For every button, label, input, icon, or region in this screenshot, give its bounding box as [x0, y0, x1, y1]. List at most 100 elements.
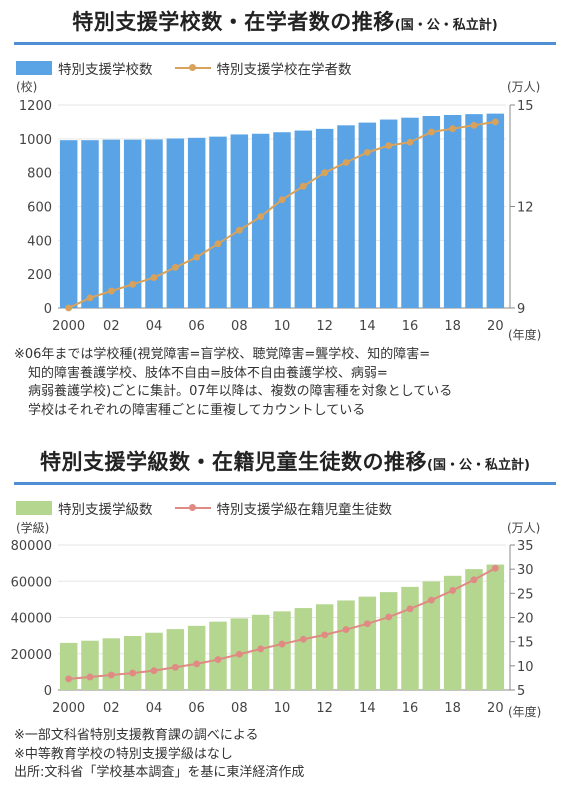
x-tick-label: 18: [444, 701, 461, 716]
line-point: [214, 656, 222, 663]
line-point: [406, 138, 414, 146]
line-point: [321, 631, 329, 639]
right-tick-label: 20: [517, 612, 534, 627]
bar: [379, 119, 398, 308]
x-tick-label: 12: [316, 319, 333, 334]
chart1-note-line: 病弱養護学校)ごとに集計。07年以降は、複数の障害種を対象としている: [28, 384, 453, 399]
x-tick-label: 14: [359, 701, 376, 716]
chart2-note-line: 出所:文科省「学校基本調査」を基に東洋経済作成: [14, 765, 305, 780]
left-tick-label: 800: [27, 167, 52, 182]
x-tick-label: 06: [188, 319, 205, 334]
right-tick-label: 10: [517, 660, 534, 675]
chart2-plot: (学級) (万人) (年度) 0 20000 40000 60000 80000 5 10 1…: [11, 520, 542, 719]
bar: [59, 140, 78, 308]
line-point: [449, 587, 457, 594]
left-tick-label: 1000: [19, 133, 52, 148]
chart2-note-line: ※中等教育学校の特別支援学級はなし: [14, 746, 233, 762]
bar: [486, 113, 505, 308]
bar: [401, 117, 419, 308]
right-tick-label: 35: [517, 539, 534, 554]
x-tick-label: 04: [146, 701, 163, 716]
chart1-legend: 特別支援学校数 特別支援学校在学者数: [16, 58, 352, 78]
x-tick-label: 14: [359, 319, 376, 334]
line-point: [171, 663, 179, 671]
line-point: [299, 182, 307, 190]
left-tick-label: 0: [44, 302, 52, 317]
bar: [465, 569, 483, 690]
bar: [166, 138, 185, 308]
bar: [422, 581, 441, 690]
chart1-notes: ※06年までは学校種(視覚障害=盲学校、聴覚障害=聾学校、知的障害= 知的障害養…: [14, 346, 452, 420]
line-point: [257, 213, 265, 221]
chart1-legend-line-swatch: [174, 61, 211, 75]
chart1-title-main: 特別支援学校数・在学者数の推移: [72, 10, 395, 34]
bar: [358, 596, 377, 690]
line-point: [65, 675, 73, 683]
line-point: [107, 671, 115, 679]
right-tick-label: 15: [517, 636, 534, 651]
bar: [273, 132, 291, 308]
bar: [315, 128, 334, 308]
chart2-title-sub: (国・公・私立計): [427, 458, 530, 473]
chart1-note-line: 学校はそれぞれの障害種ごとに重複してカウントしている: [28, 402, 366, 418]
right-tick-label: 30: [517, 563, 534, 578]
x-tick-label: 20: [487, 319, 504, 334]
bar: [358, 122, 377, 308]
chart1-legend-bar-swatch: [16, 61, 52, 75]
chart2-legend: 特別支援学級数 特別支援学級在籍児童生徒数: [16, 498, 392, 518]
bar: [166, 629, 185, 690]
bar: [102, 139, 121, 308]
chart2-legend-line-swatch: [174, 501, 211, 515]
chart2-notes: ※一部文科省特別支援教育課の調べによる ※中等教育学校の特別支援学級はなし 出所…: [14, 727, 304, 783]
line-point: [278, 196, 286, 204]
bar: [422, 115, 441, 308]
right-tick-label: 5: [517, 684, 525, 699]
bar: [123, 139, 142, 308]
x-tick-label: 02: [103, 701, 120, 716]
line-point: [107, 287, 115, 295]
bar: [337, 125, 355, 308]
line-point: [129, 669, 137, 677]
x-tick-label: 10: [274, 701, 291, 716]
chart2-title-rule: [14, 482, 556, 485]
x-tick-label: 08: [231, 319, 248, 334]
bar: [209, 136, 227, 308]
chart2-note-line: ※一部文科省特別支援教育課の調べによる: [14, 728, 259, 743]
bar: [315, 604, 334, 690]
left-tick-label: 600: [27, 201, 52, 216]
bar: [337, 600, 355, 690]
chart2-title: 特別支援学級数・在籍児童生徒数の推移(国・公・私立計): [0, 446, 570, 476]
chart1-title-rule: [14, 42, 556, 45]
chart1-legend-bar-label: 特別支援学校数: [58, 62, 153, 78]
left-tick-label: 40000: [11, 612, 52, 627]
line-point: [385, 613, 393, 621]
x-tick-label: 18: [444, 319, 461, 334]
left-tick-label: 20000: [11, 648, 52, 663]
chart2-x-unit: (年度): [508, 704, 541, 719]
line-point: [427, 596, 435, 604]
chart1-x-unit: (年度): [508, 327, 541, 342]
line-point: [235, 226, 243, 234]
left-tick-label: 400: [27, 234, 52, 249]
line-point: [342, 159, 350, 166]
right-tick-label: 9: [517, 302, 525, 317]
right-tick-label: 15: [517, 99, 534, 114]
line-point: [363, 620, 371, 628]
line-point: [214, 240, 222, 248]
bar: [251, 133, 270, 308]
x-tick-label: 04: [146, 319, 163, 334]
bar: [294, 608, 313, 690]
chart1-title-sub: (国・公・私立計): [394, 18, 498, 33]
chart1-title: 特別支援学校数・在学者数の推移(国・公・私立計): [0, 6, 570, 36]
right-tick-label: 25: [517, 587, 534, 602]
line-point: [193, 660, 201, 668]
chart2-right-unit: (万人): [507, 521, 540, 535]
bar: [486, 564, 505, 690]
bar: [443, 114, 462, 308]
bar: [145, 632, 163, 690]
chart2-legend-bar-label: 特別支援学級数: [58, 502, 153, 518]
bar: [273, 611, 291, 690]
chart1-note-line: 知的障害養護学校、肢体不自由=肢体不自由養護学校、病弱=: [28, 365, 388, 381]
left-tick-label: 200: [27, 268, 52, 283]
chart2-title-main: 特別支援学級数・在籍児童生徒数の推移: [40, 450, 428, 474]
